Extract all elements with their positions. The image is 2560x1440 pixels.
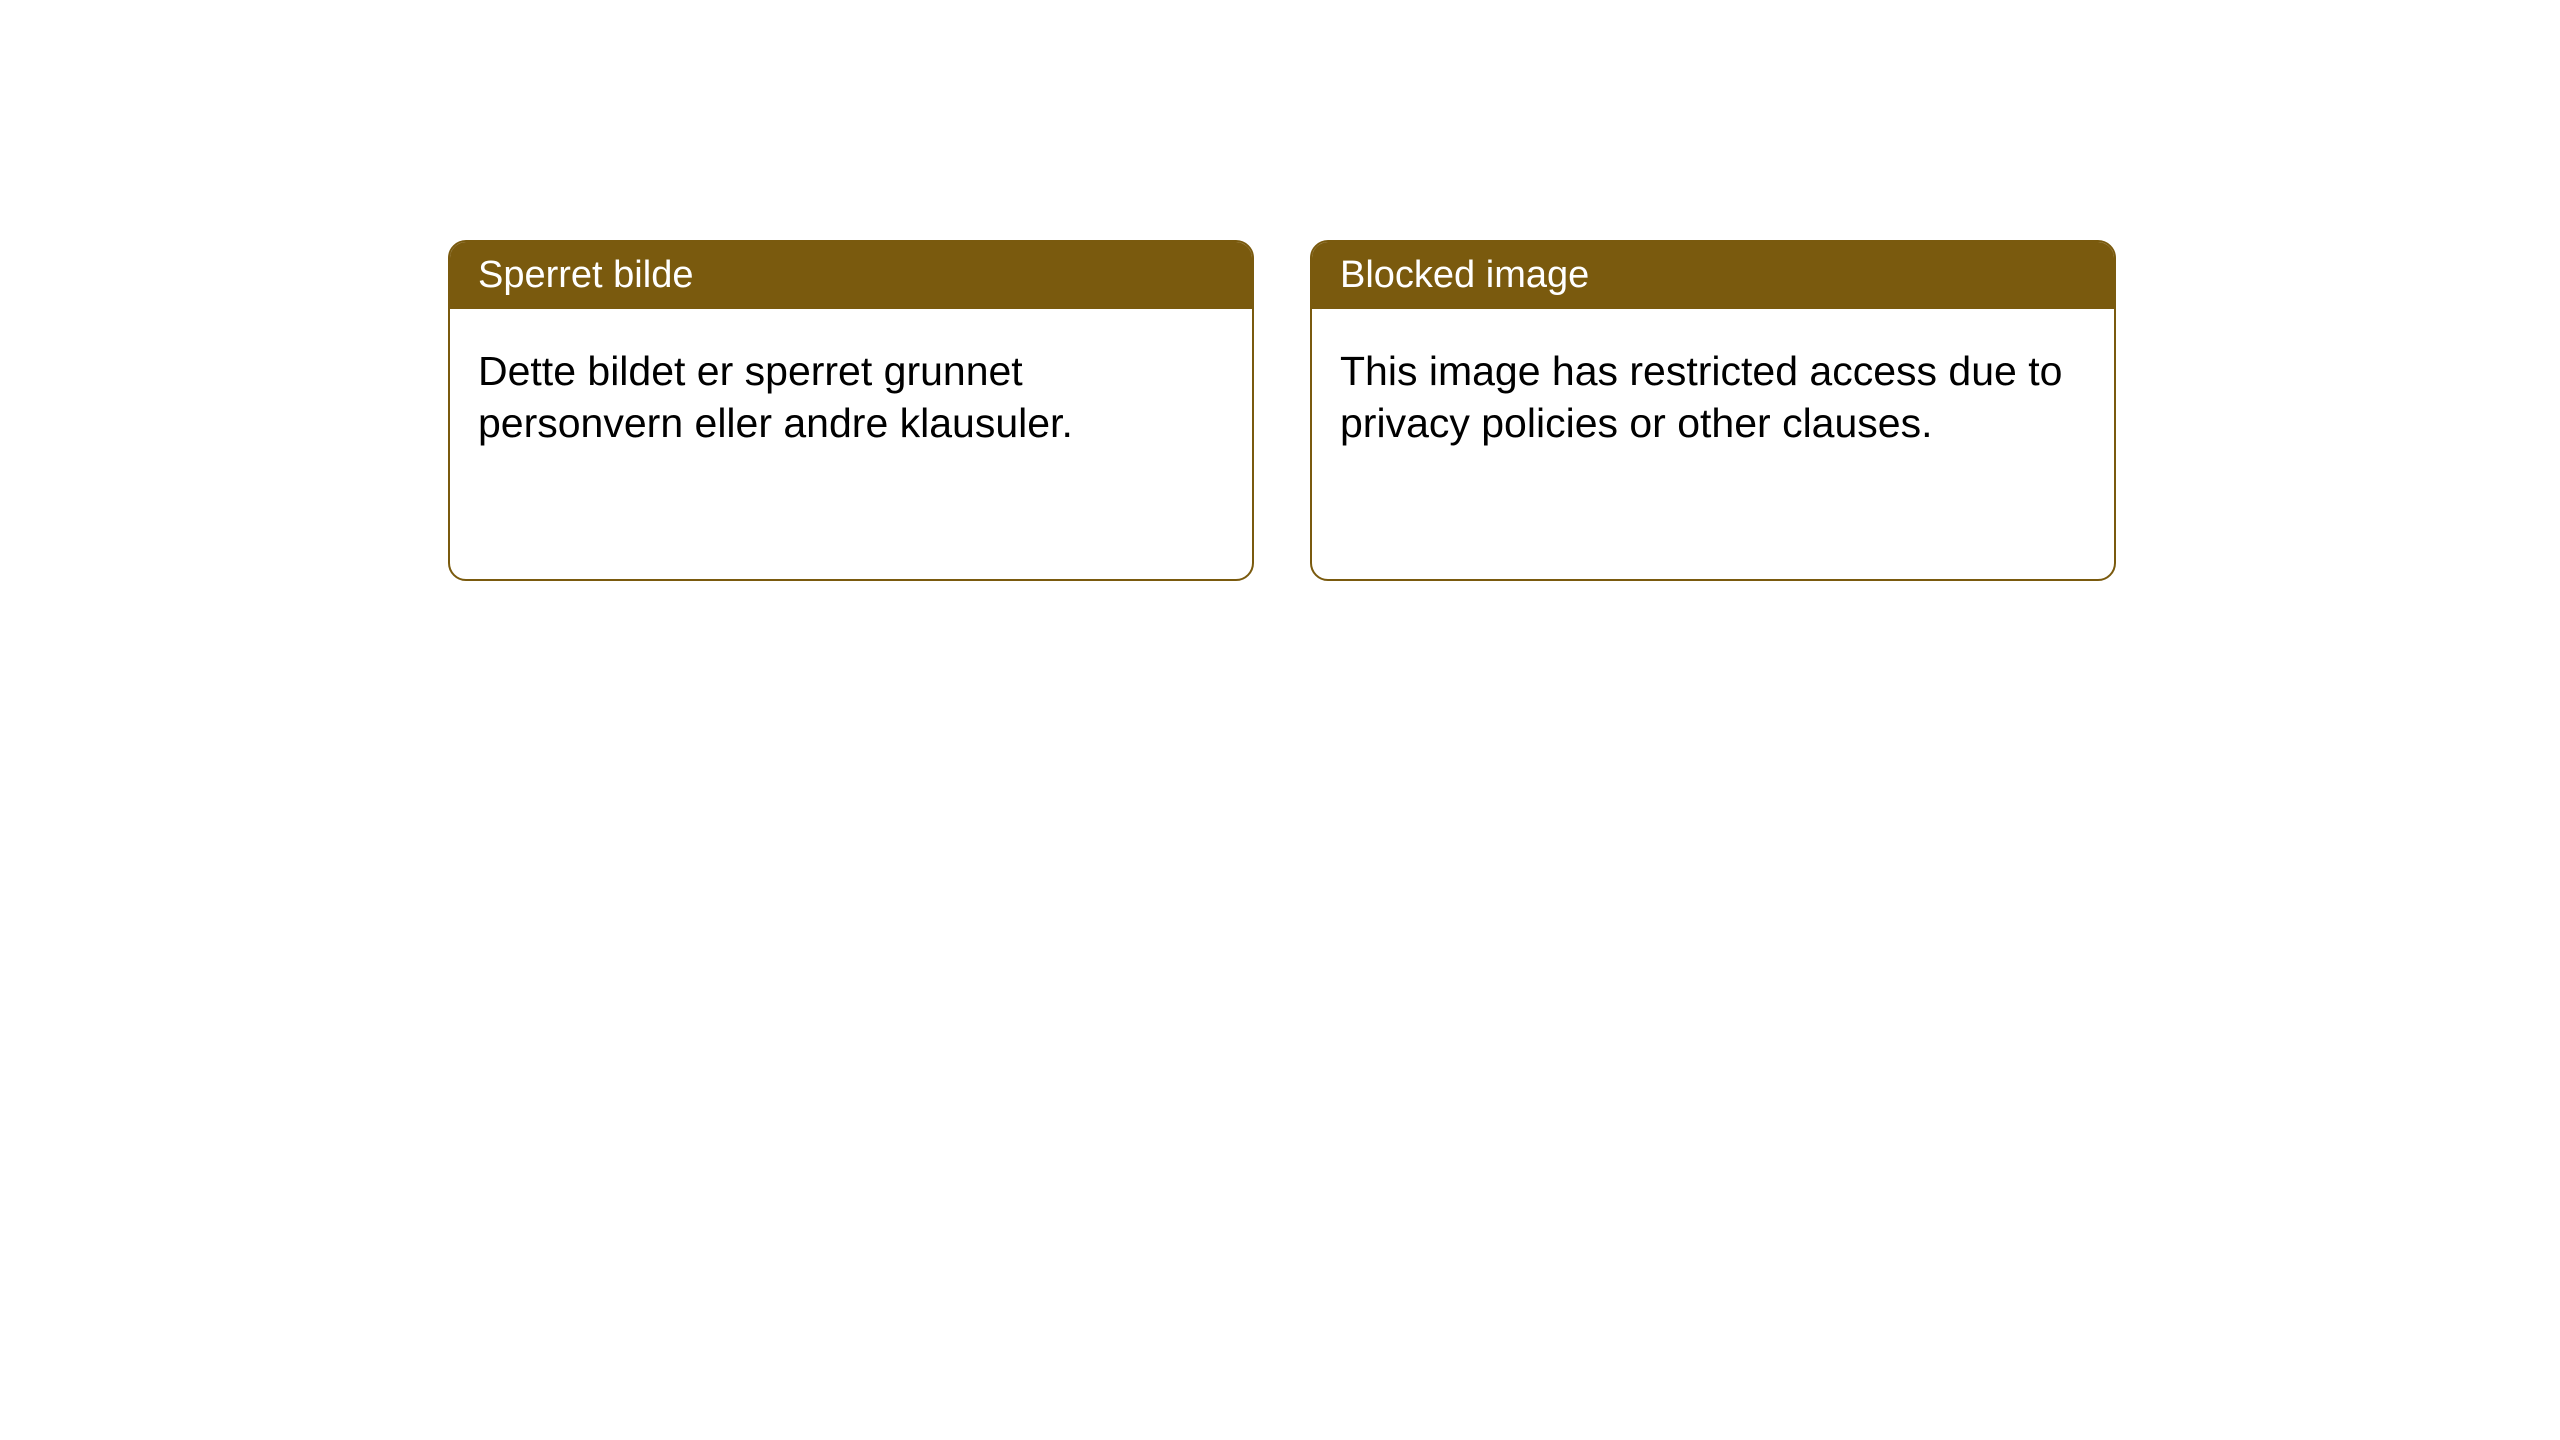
card-body-text: This image has restricted access due to … <box>1340 348 2062 446</box>
card-title: Blocked image <box>1340 254 1589 296</box>
blocked-image-card-no: Sperret bilde Dette bildet er sperret gr… <box>448 240 1254 581</box>
card-header: Sperret bilde <box>450 242 1252 309</box>
blocked-image-card-en: Blocked image This image has restricted … <box>1310 240 2116 581</box>
card-body: This image has restricted access due to … <box>1312 309 2114 579</box>
card-body-text: Dette bildet er sperret grunnet personve… <box>478 348 1073 446</box>
card-body: Dette bildet er sperret grunnet personve… <box>450 309 1252 579</box>
card-header: Blocked image <box>1312 242 2114 309</box>
cards-container: Sperret bilde Dette bildet er sperret gr… <box>448 240 2116 581</box>
card-title: Sperret bilde <box>478 254 693 296</box>
